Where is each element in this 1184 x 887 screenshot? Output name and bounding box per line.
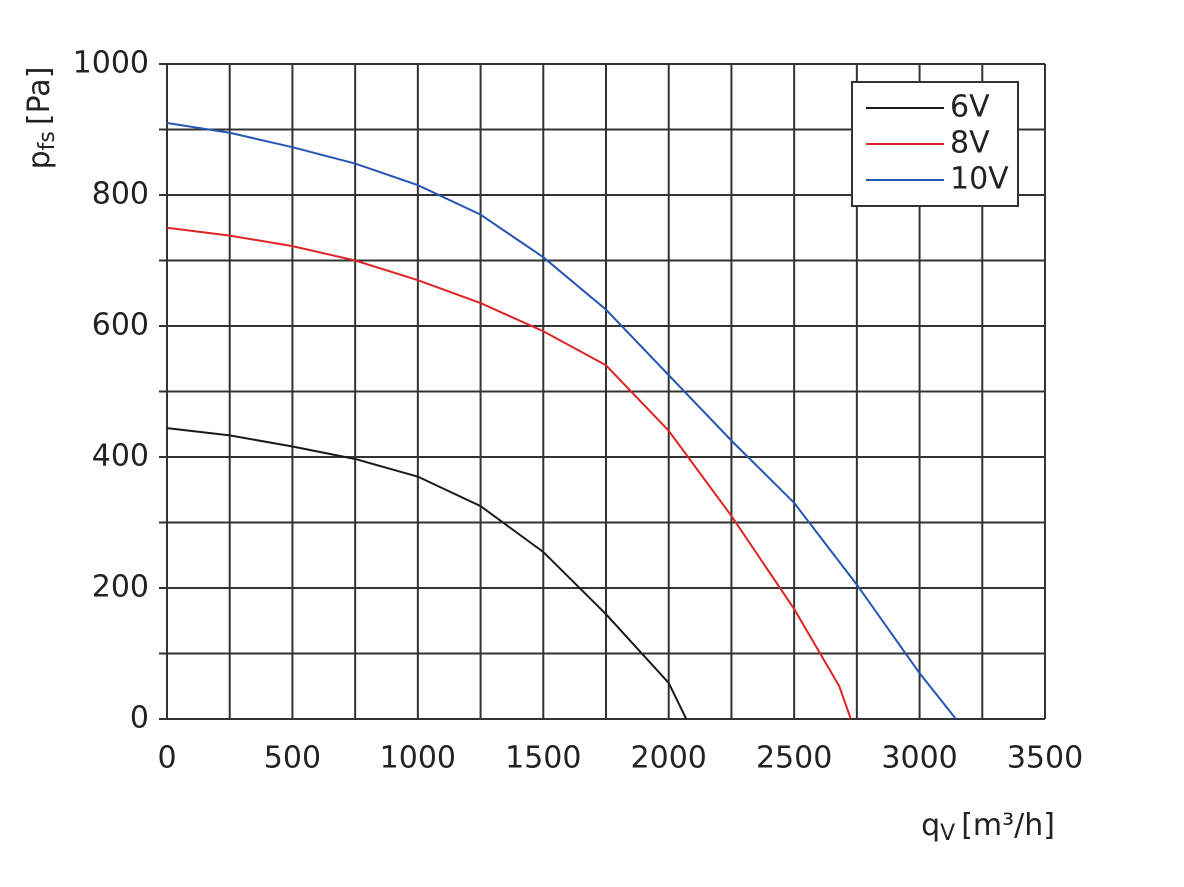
x-axis-label-sub: V	[940, 821, 955, 846]
x-tick-label: 2500	[756, 741, 832, 776]
y-axis-label-sub: fs	[35, 131, 60, 150]
x-tick-label: 1000	[380, 741, 456, 776]
x-tick-label: 0	[157, 741, 176, 776]
x-tick-label: 3000	[881, 741, 957, 776]
y-axis-label: pfs [Pa]	[22, 67, 61, 170]
y-tick-label: 600	[92, 308, 149, 343]
x-tick-label: 1500	[505, 741, 581, 776]
x-axis-label-main: q	[921, 808, 940, 843]
y-tick-label: 800	[92, 177, 149, 212]
y-tick-label: 400	[92, 439, 149, 474]
y-axis-label-main: p	[22, 150, 57, 169]
y-axis-label-unit: [Pa]	[22, 67, 57, 126]
legend-label: 10V	[950, 162, 1009, 197]
y-tick-label: 200	[92, 570, 149, 605]
x-axis-label-unit: [m³/h]	[961, 808, 1055, 843]
x-axis-label: qV [m³/h]	[921, 808, 1055, 847]
line-series	[166, 427, 688, 720]
x-tick-label: 2000	[631, 741, 707, 776]
x-tick-label: 3500	[1007, 741, 1083, 776]
line-series	[166, 226, 852, 720]
line-series	[166, 121, 957, 720]
legend-label: 8V	[950, 126, 990, 161]
x-tick-label: 500	[264, 741, 321, 776]
legend-label: 6V	[950, 90, 990, 125]
y-tick-label: 0	[130, 701, 149, 736]
y-tick-label: 1000	[73, 46, 149, 81]
